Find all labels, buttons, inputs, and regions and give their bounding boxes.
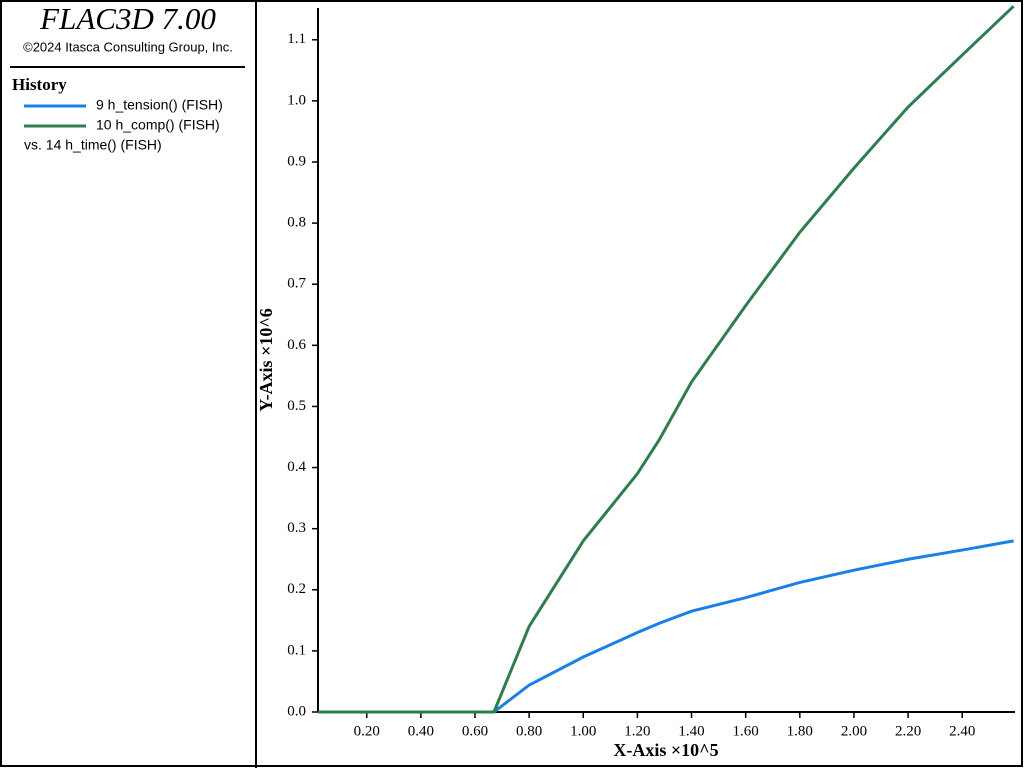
series-line: [318, 5, 1015, 714]
x-axis-label: X-Axis ×10^5: [613, 740, 718, 760]
legend-title: History: [12, 75, 67, 94]
x-tick-label: 0.20: [354, 723, 380, 739]
y-tick-label: 1.0: [287, 92, 306, 108]
x-tick-label: 1.80: [787, 723, 813, 739]
y-tick-label: 0.8: [287, 215, 306, 231]
x-tick-label: 1.20: [624, 723, 650, 739]
x-tick-label: 1.00: [570, 723, 596, 739]
x-tick-label: 2.20: [895, 723, 921, 739]
legend-x-label: vs. 14 h_time() (FISH): [24, 137, 162, 153]
x-tick-label: 1.40: [678, 723, 704, 739]
app-title: FLAC3D 7.00: [39, 1, 216, 36]
series-line: [318, 539, 1014, 714]
y-tick-label: 0.3: [287, 520, 306, 536]
y-axis-label: Y-Axis ×10^6: [256, 308, 276, 412]
y-tick-label: 0.6: [287, 337, 306, 353]
y-tick-label: 0.9: [287, 153, 306, 169]
x-tick-label: 0.60: [462, 723, 488, 739]
x-tick-label: 1.60: [733, 723, 759, 739]
y-tick-label: 1.1: [287, 31, 306, 47]
x-tick-label: 2.40: [949, 723, 975, 739]
y-tick-label: 0.4: [287, 459, 306, 475]
x-tick-label: 2.00: [841, 723, 867, 739]
x-tick-label: 0.40: [408, 723, 434, 739]
y-tick-label: 0.7: [287, 276, 306, 292]
y-tick-label: 0.1: [287, 642, 306, 658]
y-tick-label: 0.0: [287, 703, 306, 719]
x-tick-label: 0.80: [516, 723, 542, 739]
legend-label: 9 h_tension() (FISH): [96, 97, 223, 113]
copyright: ©2024 Itasca Consulting Group, Inc.: [23, 39, 233, 54]
y-tick-label: 0.5: [287, 398, 306, 414]
legend-label: 10 h_comp() (FISH): [96, 117, 220, 133]
y-tick-label: 0.2: [287, 581, 306, 597]
